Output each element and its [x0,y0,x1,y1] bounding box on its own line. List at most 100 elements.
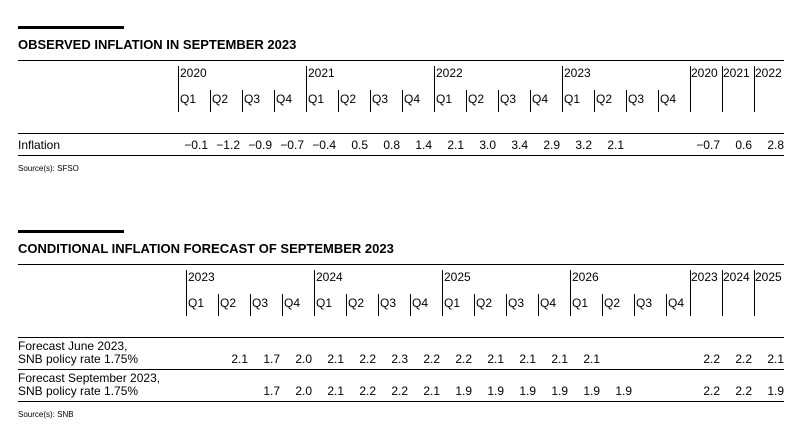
cell-value: 2.1 [327,384,344,398]
quarter-divider [410,294,411,316]
quarter-label: Q2 [340,92,357,106]
quarter-label: Q4 [660,92,677,106]
table-title: OBSERVED INFLATION IN SEPTEMBER 2023 [18,37,297,52]
quarter-label: Q2 [348,296,365,310]
cell-value: 2.2 [391,384,408,398]
source-note: Source(s): SFSO [18,164,79,173]
quarter-divider [402,90,403,112]
annual-label: 2021 [723,66,750,80]
annual-divider [754,66,755,112]
cell-value: 2.1 [423,384,440,398]
annual-value: −0.7 [696,138,720,152]
row-label: Inflation [18,138,61,152]
cell-value: 1.4 [415,138,432,152]
quarter-label: Q1 [180,92,197,106]
quarter-label: Q2 [596,92,613,106]
cell-value: 0.5 [351,138,368,152]
quarter-divider [346,294,347,316]
cell-value: 2.1 [327,352,344,366]
row-label: SNB policy rate 1.75% [18,384,139,398]
annual-value: 2.2 [703,352,720,366]
cell-value: −0.9 [248,138,272,152]
annual-value: 1.9 [767,384,784,398]
rule [18,369,784,370]
year-divider [434,66,435,112]
annual-value: 2.2 [735,384,752,398]
cell-value: 2.1 [447,138,464,152]
quarter-label: Q1 [316,296,333,310]
quarter-divider [282,294,283,316]
quarter-divider [338,90,339,112]
year-label: 2022 [436,66,463,80]
cell-value: 2.1 [487,352,504,366]
quarter-label: Q3 [244,92,261,106]
quarter-label: Q3 [508,296,525,310]
cell-value: 1.9 [487,384,504,398]
annual-label: 2023 [691,270,718,284]
quarter-label: Q3 [380,296,397,310]
rule [18,401,784,402]
cell-value: 2.1 [607,138,624,152]
cell-value: 3.4 [511,138,528,152]
quarter-label: Q4 [668,296,685,310]
quarter-divider [250,294,251,316]
quarter-label: Q1 [436,92,453,106]
quarter-divider [594,90,595,112]
table-title: CONDITIONAL INFLATION FORECAST OF SEPTEM… [18,241,394,256]
quarter-divider [274,90,275,112]
year-label: 2025 [444,270,471,284]
quarter-label: Q1 [308,92,325,106]
quarter-label: Q3 [500,92,517,106]
year-label: 2024 [316,270,343,284]
quarter-label: Q4 [404,92,421,106]
annual-label: 2020 [691,66,718,80]
cell-value: −0.4 [312,138,336,152]
quarter-divider [242,90,243,112]
quarter-divider [210,90,211,112]
year-label: 2021 [308,66,335,80]
quarter-divider [498,90,499,112]
year-divider [442,270,443,316]
quarter-divider [634,294,635,316]
annual-value: 0.6 [735,138,752,152]
cell-value: −1.2 [216,138,240,152]
year-divider [570,270,571,316]
annual-label: 2022 [755,66,782,80]
rule [18,155,784,156]
title-bar [18,230,124,233]
cell-value: 3.0 [479,138,496,152]
cell-value: 2.2 [359,352,376,366]
quarter-divider [658,90,659,112]
quarter-divider [474,294,475,316]
quarter-divider [530,90,531,112]
quarter-divider [370,90,371,112]
row-label: Forecast June 2023, [18,339,128,353]
quarter-label: Q3 [628,92,645,106]
cell-value: 1.9 [551,384,568,398]
annual-value: 2.2 [703,384,720,398]
year-divider [186,270,187,316]
year-divider [178,66,179,112]
year-label: 2020 [180,66,207,80]
row-label: SNB policy rate 1.75% [18,352,139,366]
cell-value: 3.2 [575,138,592,152]
cell-value: 1.9 [519,384,536,398]
year-label: 2023 [188,270,215,284]
quarter-label: Q3 [252,296,269,310]
cell-value: 2.1 [583,352,600,366]
quarter-label: Q3 [636,296,653,310]
cell-value: 0.8 [383,138,400,152]
rule [18,337,784,338]
cell-value: 2.2 [359,384,376,398]
quarter-label: Q1 [188,296,205,310]
cell-value: −0.7 [280,138,304,152]
cell-value: 2.1 [231,352,248,366]
annual-divider [690,66,691,112]
annual-value: 2.1 [767,352,784,366]
rule [18,60,784,61]
quarter-label: Q1 [564,92,581,106]
quarter-label: Q2 [220,296,237,310]
annual-label: 2025 [755,270,782,284]
cell-value: 1.9 [615,384,632,398]
